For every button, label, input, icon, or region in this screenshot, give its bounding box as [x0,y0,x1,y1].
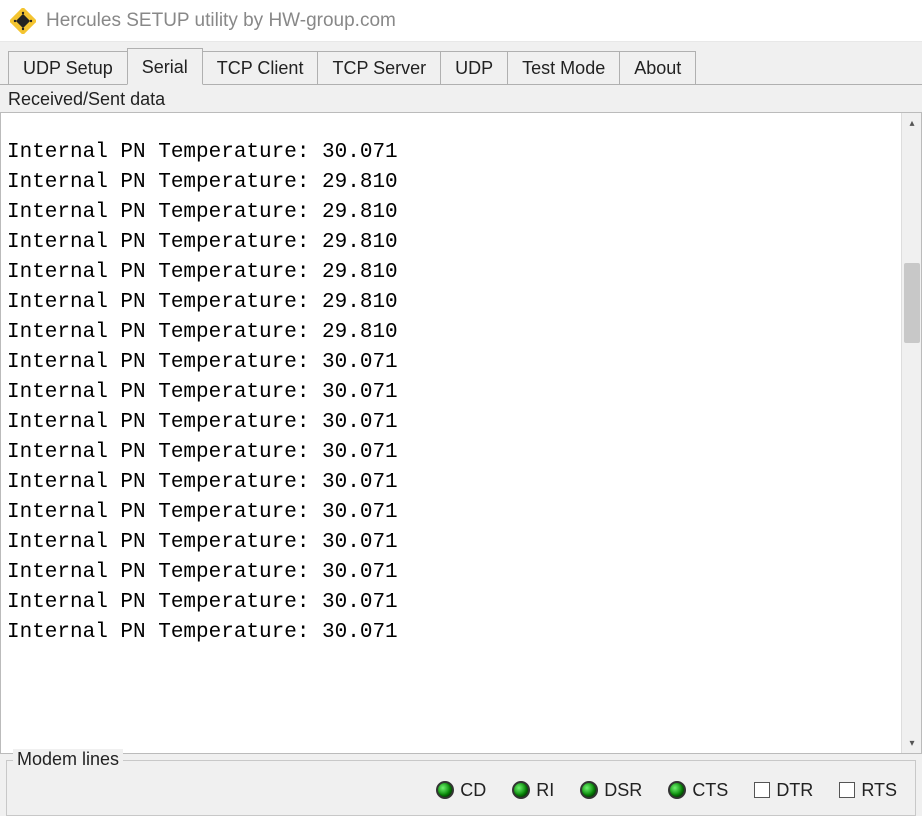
scroll-up-arrow-icon[interactable]: ▴ [902,113,922,133]
checkbox-label: DTR [776,780,813,801]
app-window: Hercules SETUP utility by HW-group.com U… [0,0,922,816]
led-label: DSR [604,780,642,801]
modem-led-dsr: DSR [580,780,642,801]
received-sent-data-area: Internal PN Temperature: 30.071 Internal… [0,112,922,754]
modem-led-cd: CD [436,780,486,801]
modem-lines-label: Modem lines [13,749,123,770]
modem-led-cts: CTS [668,780,728,801]
tab-udp-setup[interactable]: UDP Setup [8,51,128,85]
modem-lines-group: Modem lines CD RI DSR CTS DTR [6,760,916,816]
checkbox-icon[interactable] [754,782,770,798]
led-label: RI [536,780,554,801]
scroll-down-arrow-icon[interactable]: ▾ [902,733,922,753]
modem-check-rts[interactable]: RTS [839,780,897,801]
led-icon [580,781,598,799]
tab-tcp-client[interactable]: TCP Client [202,51,319,85]
vertical-scrollbar[interactable]: ▴ ▾ [901,113,921,753]
tab-label: About [634,58,681,78]
led-label: CD [460,780,486,801]
tab-serial[interactable]: Serial [127,48,203,85]
tab-label: UDP Setup [23,58,113,78]
modem-check-dtr[interactable]: DTR [754,780,813,801]
tab-tcp-server[interactable]: TCP Server [317,51,441,85]
window-title: Hercules SETUP utility by HW-group.com [46,10,396,32]
modem-led-ri: RI [512,780,554,801]
received-sent-label: Received/Sent data [0,85,922,112]
tab-label: Test Mode [522,58,605,78]
tab-label: UDP [455,58,493,78]
led-label: CTS [692,780,728,801]
checkbox-label: RTS [861,780,897,801]
tab-label: Serial [142,57,188,77]
app-icon [10,8,36,34]
serial-log-text[interactable]: Internal PN Temperature: 30.071 Internal… [1,134,901,732]
tab-about[interactable]: About [619,51,696,85]
tab-strip-filler [695,84,914,85]
tab-udp[interactable]: UDP [440,51,508,85]
led-icon [436,781,454,799]
tab-test-mode[interactable]: Test Mode [507,51,620,85]
scroll-thumb[interactable] [904,263,920,343]
led-icon [512,781,530,799]
led-icon [668,781,686,799]
tab-label: TCP Client [217,58,304,78]
modem-lines-items: CD RI DSR CTS DTR RTS [436,780,905,801]
titlebar: Hercules SETUP utility by HW-group.com [0,0,922,42]
checkbox-icon[interactable] [839,782,855,798]
tab-strip: UDP Setup Serial TCP Client TCP Server U… [0,42,922,85]
tab-label: TCP Server [332,58,426,78]
